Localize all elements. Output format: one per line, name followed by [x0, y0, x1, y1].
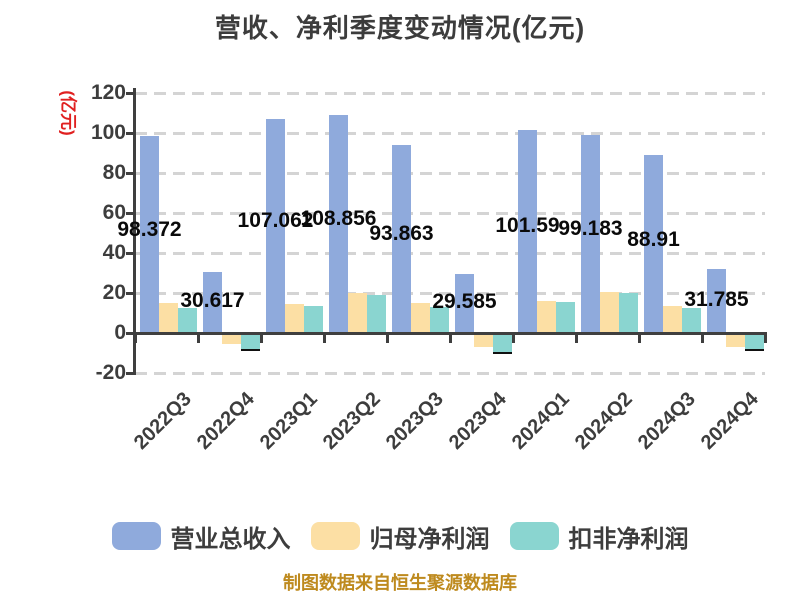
y-axis-tick-label: 80 [102, 161, 126, 184]
gridline [135, 92, 765, 95]
legend-label: 扣非净利润 [568, 525, 689, 553]
y-axis-tick [126, 252, 135, 255]
bar-non-gaap-profit [430, 307, 449, 333]
bar-non-gaap-profit [304, 306, 323, 333]
bar-net-profit [348, 293, 367, 333]
x-axis-tick [197, 334, 200, 343]
net-profit-swatch-icon [310, 522, 360, 550]
x-axis-label: 2023Q2 [319, 388, 386, 454]
x-axis-label: 2022Q4 [193, 388, 260, 454]
x-axis-line [133, 332, 767, 335]
gridline [135, 212, 765, 215]
x-axis-label: 2024Q4 [697, 388, 764, 454]
legend-item-net-profit: 归母净利润 [310, 519, 490, 554]
bar-value-label: 107.062 [237, 208, 314, 232]
y-axis-tick-label: 20 [102, 281, 126, 304]
bar-non-gaap-profit [367, 295, 386, 333]
x-axis-label: 2023Q3 [382, 388, 449, 454]
bar-net-profit [222, 333, 241, 344]
bar-revenue [707, 269, 726, 333]
bar-revenue [392, 145, 411, 333]
bar-value-label: 93.863 [369, 222, 434, 246]
bar-value-label: 99.183 [558, 216, 623, 240]
x-axis-tick [512, 334, 515, 343]
bar-non-gaap-profit [745, 333, 764, 351]
legend-label: 归母净利润 [369, 525, 490, 553]
bar-net-profit [537, 301, 556, 333]
bar-non-gaap-profit [241, 333, 260, 351]
x-axis-label: 2024Q2 [571, 388, 638, 454]
bar-value-label: 88.91 [627, 227, 680, 251]
bar-revenue [455, 273, 474, 333]
bar-non-gaap-profit [556, 302, 575, 333]
legend: 营业总收入 归母净利润 扣非净利润 [0, 518, 800, 554]
y-axis-tick [126, 332, 135, 335]
y-axis-tick-label: -20 [95, 361, 126, 384]
bar-non-gaap-profit [493, 333, 512, 354]
bar-value-label: 31.785 [684, 287, 749, 311]
gridline [135, 252, 765, 255]
bar-revenue [581, 134, 600, 333]
x-axis-tick [575, 334, 578, 343]
bar-net-profit [474, 333, 493, 347]
bar-revenue [266, 118, 285, 333]
y-axis-tick [126, 292, 135, 295]
y-axis-tick-label: 100 [90, 121, 126, 144]
bar-revenue [203, 271, 222, 333]
bar-revenue [644, 155, 663, 333]
x-axis-label: 2024Q3 [634, 388, 701, 454]
bar-non-gaap-profit [178, 308, 197, 333]
x-axis-label: 2023Q1 [256, 388, 323, 454]
gridline [135, 132, 765, 135]
x-axis-tick [638, 334, 641, 343]
data-source-note: 制图数据来自恒生聚源数据库 [283, 573, 517, 593]
bar-revenue [140, 136, 159, 333]
y-axis-tick-label: 120 [90, 81, 126, 104]
gridline [135, 372, 765, 375]
bar-revenue [518, 129, 537, 333]
y-axis-tick [126, 372, 135, 375]
x-axis-tick [449, 334, 452, 343]
y-axis-tick-label: 40 [102, 241, 126, 264]
bar-value-label: 108.856 [300, 206, 377, 230]
bar-net-profit [285, 304, 304, 333]
bar-net-profit [600, 292, 619, 333]
bar-net-profit [411, 303, 430, 333]
non-gaap-profit-swatch-icon [509, 522, 559, 550]
x-axis-tick [260, 334, 263, 343]
bar-net-profit [726, 333, 745, 347]
bar-net-profit [159, 303, 178, 333]
bar-net-profit [663, 306, 682, 333]
legend-item-non-gaap-profit: 扣非净利润 [509, 519, 689, 554]
y-axis-line [133, 88, 136, 375]
y-axis-tick [126, 132, 135, 135]
gridline [135, 172, 765, 175]
gridline [135, 292, 765, 295]
bar-value-label: 98.372 [117, 217, 182, 241]
bar-revenue [329, 115, 348, 333]
y-axis-tick-label: 60 [102, 201, 126, 224]
bar-value-label: 30.617 [180, 288, 245, 312]
x-axis-tick [764, 334, 767, 343]
x-axis-label: 2023Q4 [445, 388, 512, 454]
chart-title: 营收、净利季度变动情况(亿元) [214, 13, 586, 43]
x-axis-label: 2022Q3 [130, 388, 197, 454]
bar-non-gaap-profit [682, 308, 701, 333]
x-axis-tick [386, 334, 389, 343]
bar-non-gaap-profit [619, 293, 638, 333]
x-axis-label: 2024Q1 [508, 388, 575, 454]
x-axis-tick [134, 334, 137, 343]
legend-label: 营业总收入 [170, 525, 291, 553]
y-axis-tick [126, 92, 135, 95]
x-axis-tick [701, 334, 704, 343]
bar-value-label: 101.59 [495, 214, 560, 238]
revenue-swatch-icon [111, 522, 161, 550]
x-axis-tick [323, 334, 326, 343]
y-axis-tick [126, 172, 135, 175]
bar-value-label: 29.585 [432, 289, 497, 313]
legend-item-revenue: 营业总收入 [111, 519, 291, 554]
y-axis-tick [126, 212, 135, 215]
y-axis-tick-label: 0 [114, 321, 126, 344]
